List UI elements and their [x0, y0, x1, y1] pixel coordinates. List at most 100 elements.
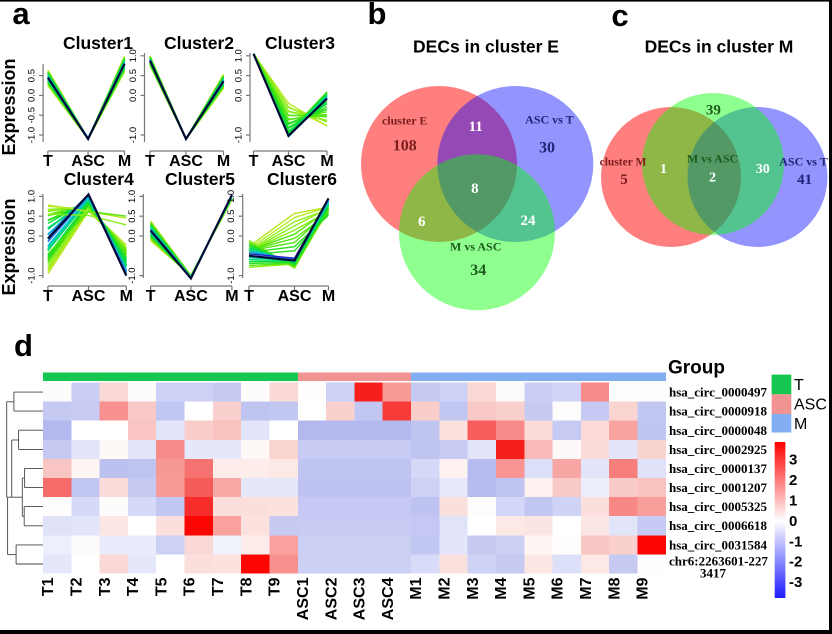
svg-text:-1.0: -1.0: [26, 267, 37, 283]
svg-text:0.0: 0.0: [27, 89, 38, 102]
svg-text:41: 41: [797, 172, 812, 188]
svg-text:0.0: 0.0: [26, 229, 37, 242]
svg-text:T5: T5: [153, 577, 170, 596]
svg-text:ASC: ASC: [794, 397, 827, 414]
svg-text:T3: T3: [97, 577, 114, 596]
svg-text:Group: Group: [668, 358, 725, 379]
svg-text:0.5: 0.5: [26, 210, 37, 223]
svg-text:c: c: [611, 0, 628, 33]
svg-text:T: T: [145, 153, 155, 170]
svg-text:M: M: [320, 153, 333, 170]
svg-text:b: b: [368, 0, 387, 31]
svg-text:0.5: 0.5: [27, 69, 38, 82]
svg-text:3417: 3417: [700, 566, 727, 581]
svg-text:1.0: 1.0: [226, 190, 237, 203]
svg-text:M: M: [225, 288, 238, 305]
svg-text:M5: M5: [521, 577, 538, 599]
svg-text:ASC1: ASC1: [295, 577, 312, 620]
svg-text:1.0: 1.0: [127, 190, 138, 203]
svg-text:0.5: 0.5: [226, 210, 237, 223]
svg-text:Cluster4: Cluster4: [64, 169, 134, 189]
svg-text:T: T: [244, 288, 254, 305]
svg-text:0.5: 0.5: [127, 210, 138, 223]
svg-text:Expression: Expression: [0, 58, 19, 155]
svg-text:39: 39: [706, 103, 721, 119]
svg-text:-3: -3: [789, 574, 802, 591]
svg-text:-2: -2: [789, 554, 802, 571]
svg-text:Cluster2: Cluster2: [164, 33, 234, 53]
svg-text:M vs ASC: M vs ASC: [687, 152, 738, 166]
svg-text:hsa_circ_0002925: hsa_circ_0002925: [669, 442, 767, 457]
svg-text:30: 30: [539, 140, 555, 157]
svg-text:T: T: [794, 377, 804, 394]
svg-text:0.5: 0.5: [128, 69, 139, 82]
svg-text:M6: M6: [550, 577, 567, 599]
svg-text:hsa_circ_0031584: hsa_circ_0031584: [669, 537, 767, 552]
svg-text:M3: M3: [465, 577, 482, 599]
svg-text:ASC vs T: ASC vs T: [779, 155, 827, 169]
svg-text:M: M: [118, 153, 131, 170]
svg-text:hsa_circ_0005325: hsa_circ_0005325: [669, 499, 767, 514]
svg-text:-0.5: -0.5: [27, 107, 38, 123]
svg-text:T7: T7: [210, 577, 227, 596]
svg-text:-1.0: -1.0: [226, 267, 237, 283]
svg-text:ASC3: ASC3: [352, 577, 369, 620]
svg-text:24: 24: [521, 213, 537, 229]
svg-text:3: 3: [789, 452, 797, 469]
svg-text:hsa_circ_0001207: hsa_circ_0001207: [669, 480, 767, 495]
svg-text:34: 34: [470, 262, 486, 279]
svg-text:-1: -1: [789, 533, 802, 550]
svg-text:Expression: Expression: [0, 198, 19, 295]
svg-text:1.0: 1.0: [234, 49, 245, 62]
svg-text:M: M: [217, 153, 230, 170]
svg-text:ASC2: ASC2: [323, 577, 340, 620]
svg-text:ASC: ASC: [71, 153, 105, 170]
svg-text:M1: M1: [408, 577, 425, 599]
svg-text:-1.0: -1.0: [127, 267, 138, 283]
svg-text:cluster E: cluster E: [382, 114, 427, 128]
svg-text:ASC vs T: ASC vs T: [525, 113, 573, 127]
svg-text:-1.0: -1.0: [27, 127, 38, 143]
svg-text:cluster M: cluster M: [600, 157, 647, 169]
svg-text:hsa_circ_0000048: hsa_circ_0000048: [669, 423, 767, 438]
svg-text:1.0: 1.0: [128, 49, 139, 62]
svg-text:5: 5: [620, 172, 628, 188]
svg-text:T6: T6: [182, 577, 199, 596]
svg-text:M7: M7: [578, 577, 595, 599]
svg-text:M8: M8: [606, 577, 623, 599]
svg-text:T1: T1: [40, 577, 57, 596]
svg-text:2: 2: [709, 171, 716, 186]
svg-text:ASC: ASC: [278, 288, 312, 305]
svg-text:hsa_circ_0000137: hsa_circ_0000137: [669, 461, 767, 476]
svg-text:1: 1: [660, 162, 667, 177]
svg-text:T: T: [43, 153, 53, 170]
svg-text:M4: M4: [493, 577, 510, 599]
svg-text:M: M: [794, 416, 807, 433]
svg-text:M vs ASC: M vs ASC: [450, 240, 501, 254]
svg-text:T: T: [249, 153, 259, 170]
svg-text:8: 8: [471, 181, 479, 197]
svg-text:2: 2: [789, 472, 797, 489]
svg-text:30: 30: [756, 162, 770, 177]
svg-text:ASC: ASC: [174, 288, 208, 305]
svg-text:Cluster5: Cluster5: [165, 169, 235, 189]
svg-text:0.0: 0.0: [234, 89, 245, 102]
svg-text:ASC: ASC: [272, 153, 306, 170]
svg-text:T2: T2: [69, 577, 86, 596]
svg-text:M: M: [322, 288, 335, 305]
svg-text:hsa_circ_0000497: hsa_circ_0000497: [669, 385, 767, 400]
svg-text:1.0: 1.0: [26, 190, 37, 203]
svg-text:T9: T9: [267, 577, 284, 596]
svg-text:chr6:2263601-227: chr6:2263601-227: [669, 554, 768, 569]
svg-text:6: 6: [418, 214, 426, 230]
svg-text:-1.0: -1.0: [234, 127, 245, 143]
svg-text:a: a: [12, 0, 30, 31]
svg-text:0.0: 0.0: [128, 89, 139, 102]
svg-text:0.0: 0.0: [127, 229, 138, 242]
svg-text:0.5: 0.5: [234, 69, 245, 82]
svg-text:T4: T4: [125, 577, 142, 596]
svg-text:ASC: ASC: [72, 288, 106, 305]
svg-text:T: T: [146, 288, 156, 305]
svg-text:M9: M9: [635, 577, 652, 599]
svg-text:1: 1: [789, 493, 797, 510]
